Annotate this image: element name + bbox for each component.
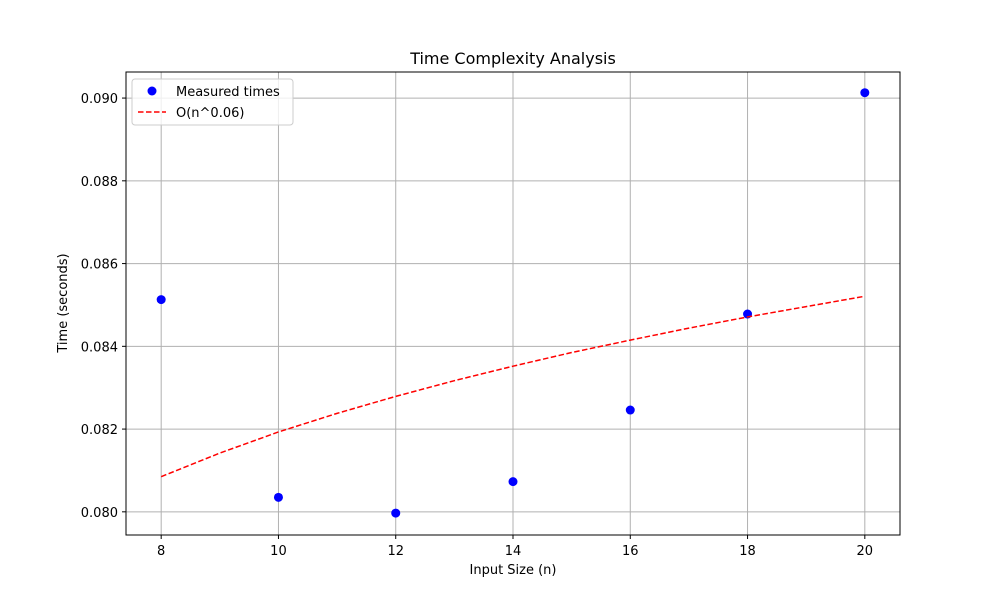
data-point xyxy=(508,477,518,487)
x-tick-label: 14 xyxy=(505,544,522,559)
data-point xyxy=(625,405,635,415)
series-layer xyxy=(156,88,870,518)
legend: Measured times O(n^0.06) xyxy=(131,78,294,126)
grid xyxy=(126,72,900,535)
x-tick-label: 12 xyxy=(387,544,404,559)
x-tick-label: 10 xyxy=(270,544,287,559)
x-tick-label: 16 xyxy=(622,544,639,559)
data-point xyxy=(156,295,166,305)
y-tick-label: 0.090 xyxy=(81,92,118,107)
chart-title: Time Complexity Analysis xyxy=(409,49,616,68)
x-tick-label: 18 xyxy=(739,544,756,559)
data-point xyxy=(273,492,283,502)
legend-label-measured-times: Measured times xyxy=(176,85,280,100)
y-tick-label: 0.084 xyxy=(81,340,118,355)
y-tick-label: 0.082 xyxy=(81,423,118,438)
y-tick-label: 0.080 xyxy=(81,506,118,521)
legend-label-fit-line: O(n^0.06) xyxy=(176,106,244,121)
x-tick-label: 8 xyxy=(157,544,165,559)
y-axis-label: Time (seconds) xyxy=(56,253,71,353)
y-axis: 0.080 0.082 0.084 0.086 0.088 0.090 xyxy=(81,92,126,521)
data-point xyxy=(860,88,870,98)
x-axis: 8 10 12 14 16 18 20 xyxy=(157,535,873,559)
legend-box xyxy=(131,78,294,126)
data-point xyxy=(391,508,401,518)
fit-line xyxy=(160,295,865,478)
y-tick-label: 0.086 xyxy=(81,258,118,273)
y-tick-label: 0.088 xyxy=(81,175,118,190)
legend-marker-measured-times xyxy=(147,86,157,96)
x-axis-label: Input Size (n) xyxy=(470,563,557,578)
x-tick-label: 20 xyxy=(857,544,874,559)
